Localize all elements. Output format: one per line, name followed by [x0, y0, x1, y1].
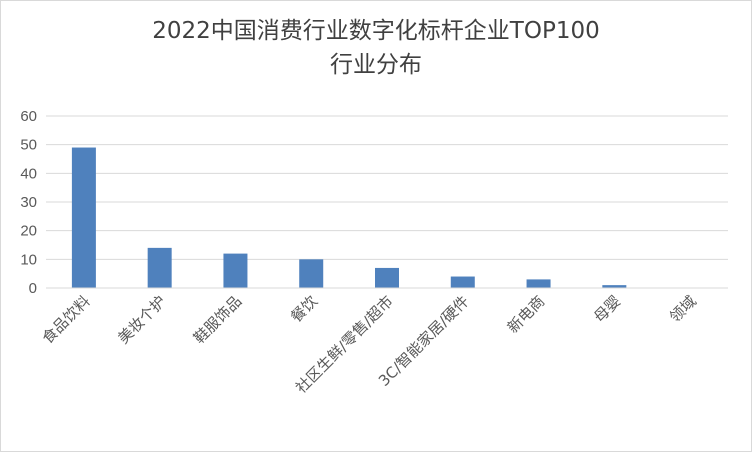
- x-category-label: 餐饮: [287, 292, 321, 326]
- x-category-label: 美妆个护: [114, 292, 169, 347]
- y-tick-label: 0: [29, 280, 37, 297]
- y-tick-label: 30: [20, 194, 37, 211]
- y-axis-ticks: 0 10 20 30 40 50 60: [20, 108, 37, 297]
- bar: [223, 253, 248, 288]
- bar: [602, 285, 627, 288]
- x-category-label: 母婴: [590, 292, 624, 326]
- y-tick-label: 40: [20, 165, 37, 182]
- x-category-label: 领域: [666, 292, 700, 326]
- bar: [375, 267, 399, 288]
- y-tick-label: 60: [20, 108, 37, 125]
- bar: [299, 259, 324, 288]
- chart-title-line2: 行业分布: [330, 52, 422, 78]
- chart-title: 2022中国消费行业数字化标杆企业TOP100 行业分布: [0, 14, 752, 82]
- x-category-label: 新电商: [504, 292, 549, 337]
- y-tick-label: 50: [20, 137, 37, 154]
- bar: [71, 147, 96, 288]
- x-category-label: 食品饮料: [39, 292, 94, 347]
- bars: [71, 147, 627, 288]
- y-tick-label: 20: [20, 223, 37, 240]
- x-axis-labels: 食品饮料 美妆个护 鞋服饰品 餐饮社区生鲜/零售/超市3C/智能家居/硬件 新电商 母婴领…: [39, 292, 700, 397]
- x-category-label: 鞋服饰品: [190, 292, 245, 347]
- bar: [147, 247, 172, 288]
- bar: [450, 276, 475, 288]
- y-tick-label: 10: [20, 251, 37, 268]
- chart-title-line1: 2022中国消费行业数字化标杆企业TOP100: [152, 18, 600, 44]
- bar: [526, 279, 551, 288]
